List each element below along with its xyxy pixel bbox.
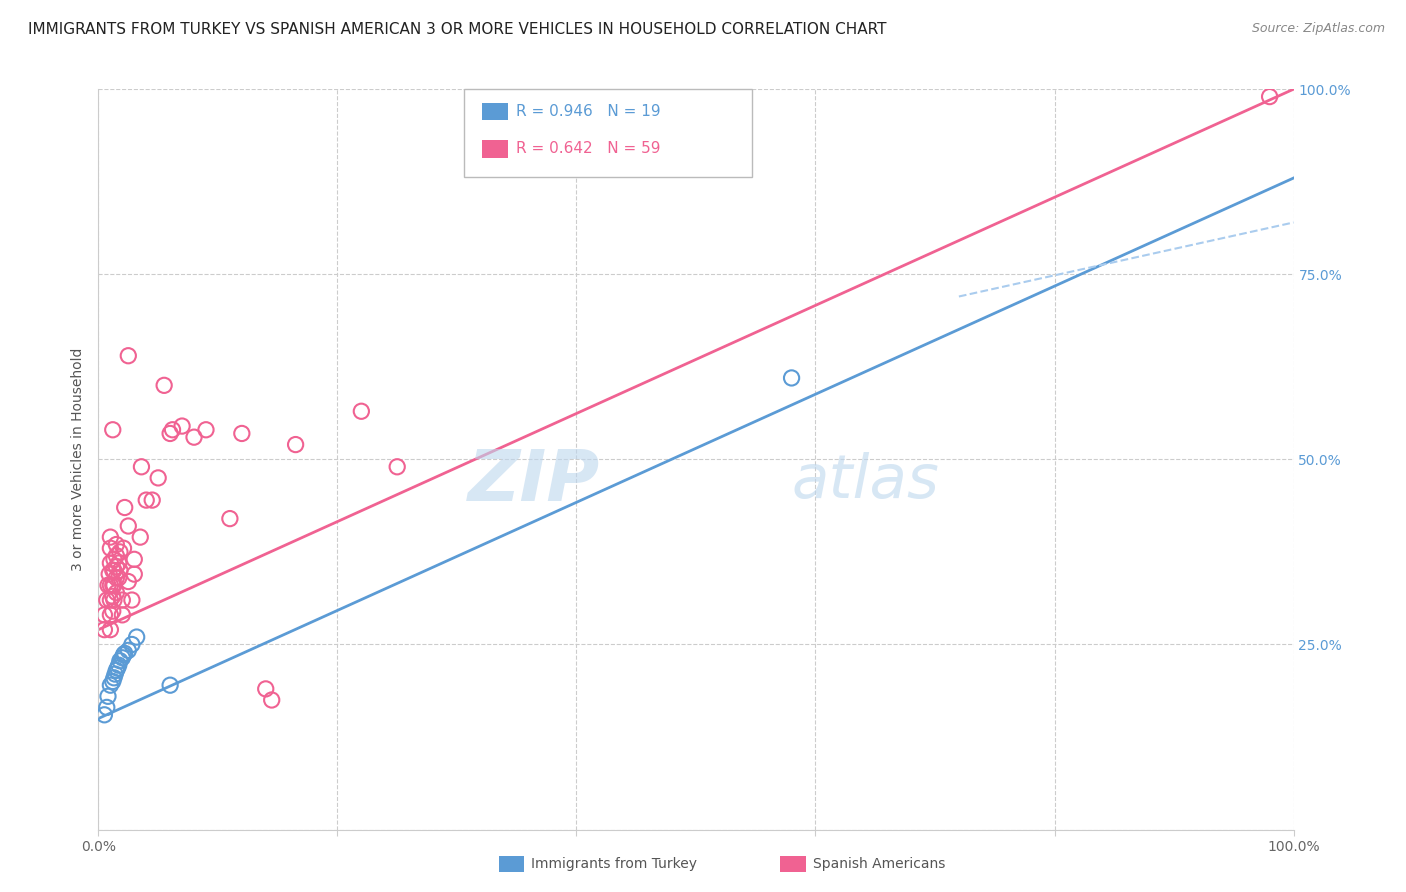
- Point: [101, 604, 124, 618]
- Point: [96, 593, 118, 607]
- Point: [96, 700, 118, 714]
- Point: [129, 530, 152, 544]
- Point: [97, 578, 120, 592]
- Text: IMMIGRANTS FROM TURKEY VS SPANISH AMERICAN 3 OR MORE VEHICLES IN HOUSEHOLD CORRE: IMMIGRANTS FROM TURKEY VS SPANISH AMERIC…: [28, 22, 887, 37]
- Point: [183, 430, 205, 444]
- Point: [103, 552, 125, 566]
- Point: [98, 578, 122, 592]
- Point: [112, 648, 135, 662]
- Point: [114, 646, 136, 660]
- Point: [114, 500, 136, 515]
- Point: [112, 541, 135, 556]
- Point: [117, 643, 139, 657]
- Text: Source: ZipAtlas.com: Source: ZipAtlas.com: [1251, 22, 1385, 36]
- Point: [98, 541, 122, 556]
- Point: [98, 567, 121, 582]
- Point: [93, 707, 115, 722]
- Point: [93, 607, 115, 622]
- Point: [98, 530, 122, 544]
- Point: [98, 623, 122, 637]
- Point: [103, 593, 125, 607]
- Point: [93, 623, 115, 637]
- Point: [101, 423, 124, 437]
- Point: [101, 564, 124, 578]
- Point: [780, 371, 803, 385]
- Point: [97, 690, 120, 704]
- Point: [111, 593, 134, 607]
- Point: [1258, 89, 1281, 103]
- Text: atlas: atlas: [792, 452, 939, 511]
- Point: [98, 556, 122, 570]
- Point: [107, 556, 129, 570]
- Point: [111, 607, 134, 622]
- Point: [284, 437, 307, 451]
- Point: [111, 650, 134, 665]
- Point: [98, 593, 122, 607]
- Point: [101, 674, 124, 689]
- Point: [124, 552, 146, 566]
- Point: [124, 567, 146, 582]
- Point: [103, 578, 125, 592]
- Point: [385, 459, 409, 474]
- Point: [105, 571, 128, 585]
- Text: R = 0.946   N = 19: R = 0.946 N = 19: [516, 104, 661, 119]
- Point: [117, 519, 139, 533]
- Point: [107, 661, 129, 675]
- Point: [103, 671, 125, 685]
- Point: [172, 419, 194, 434]
- Point: [105, 559, 128, 574]
- Point: [159, 426, 181, 441]
- Point: [105, 664, 128, 678]
- Point: [121, 593, 143, 607]
- Point: [101, 578, 124, 592]
- Point: [98, 678, 122, 692]
- Point: [108, 545, 131, 559]
- Point: [105, 585, 128, 599]
- Point: [162, 423, 184, 437]
- Point: [107, 571, 129, 585]
- Text: ZIP: ZIP: [468, 447, 600, 516]
- Point: [148, 471, 170, 485]
- Point: [108, 654, 131, 668]
- Y-axis label: 3 or more Vehicles in Household: 3 or more Vehicles in Household: [70, 348, 84, 571]
- Point: [117, 349, 139, 363]
- Point: [195, 423, 218, 437]
- Text: Immigrants from Turkey: Immigrants from Turkey: [531, 857, 697, 871]
- Point: [219, 511, 242, 525]
- Point: [125, 630, 148, 644]
- Point: [131, 459, 153, 474]
- Point: [350, 404, 373, 418]
- Point: [104, 667, 127, 681]
- Point: [141, 493, 163, 508]
- Point: [231, 426, 253, 441]
- Text: R = 0.642   N = 59: R = 0.642 N = 59: [516, 142, 661, 156]
- Point: [254, 681, 277, 696]
- Point: [153, 378, 176, 392]
- Point: [105, 549, 128, 563]
- Point: [135, 493, 157, 508]
- Point: [121, 637, 143, 651]
- Point: [260, 693, 283, 707]
- Point: [159, 678, 181, 692]
- Point: [103, 564, 125, 578]
- Point: [101, 590, 124, 604]
- Text: Spanish Americans: Spanish Americans: [813, 857, 945, 871]
- Point: [117, 574, 139, 589]
- Point: [98, 607, 122, 622]
- Point: [108, 564, 131, 578]
- Point: [105, 537, 128, 551]
- Point: [107, 658, 129, 673]
